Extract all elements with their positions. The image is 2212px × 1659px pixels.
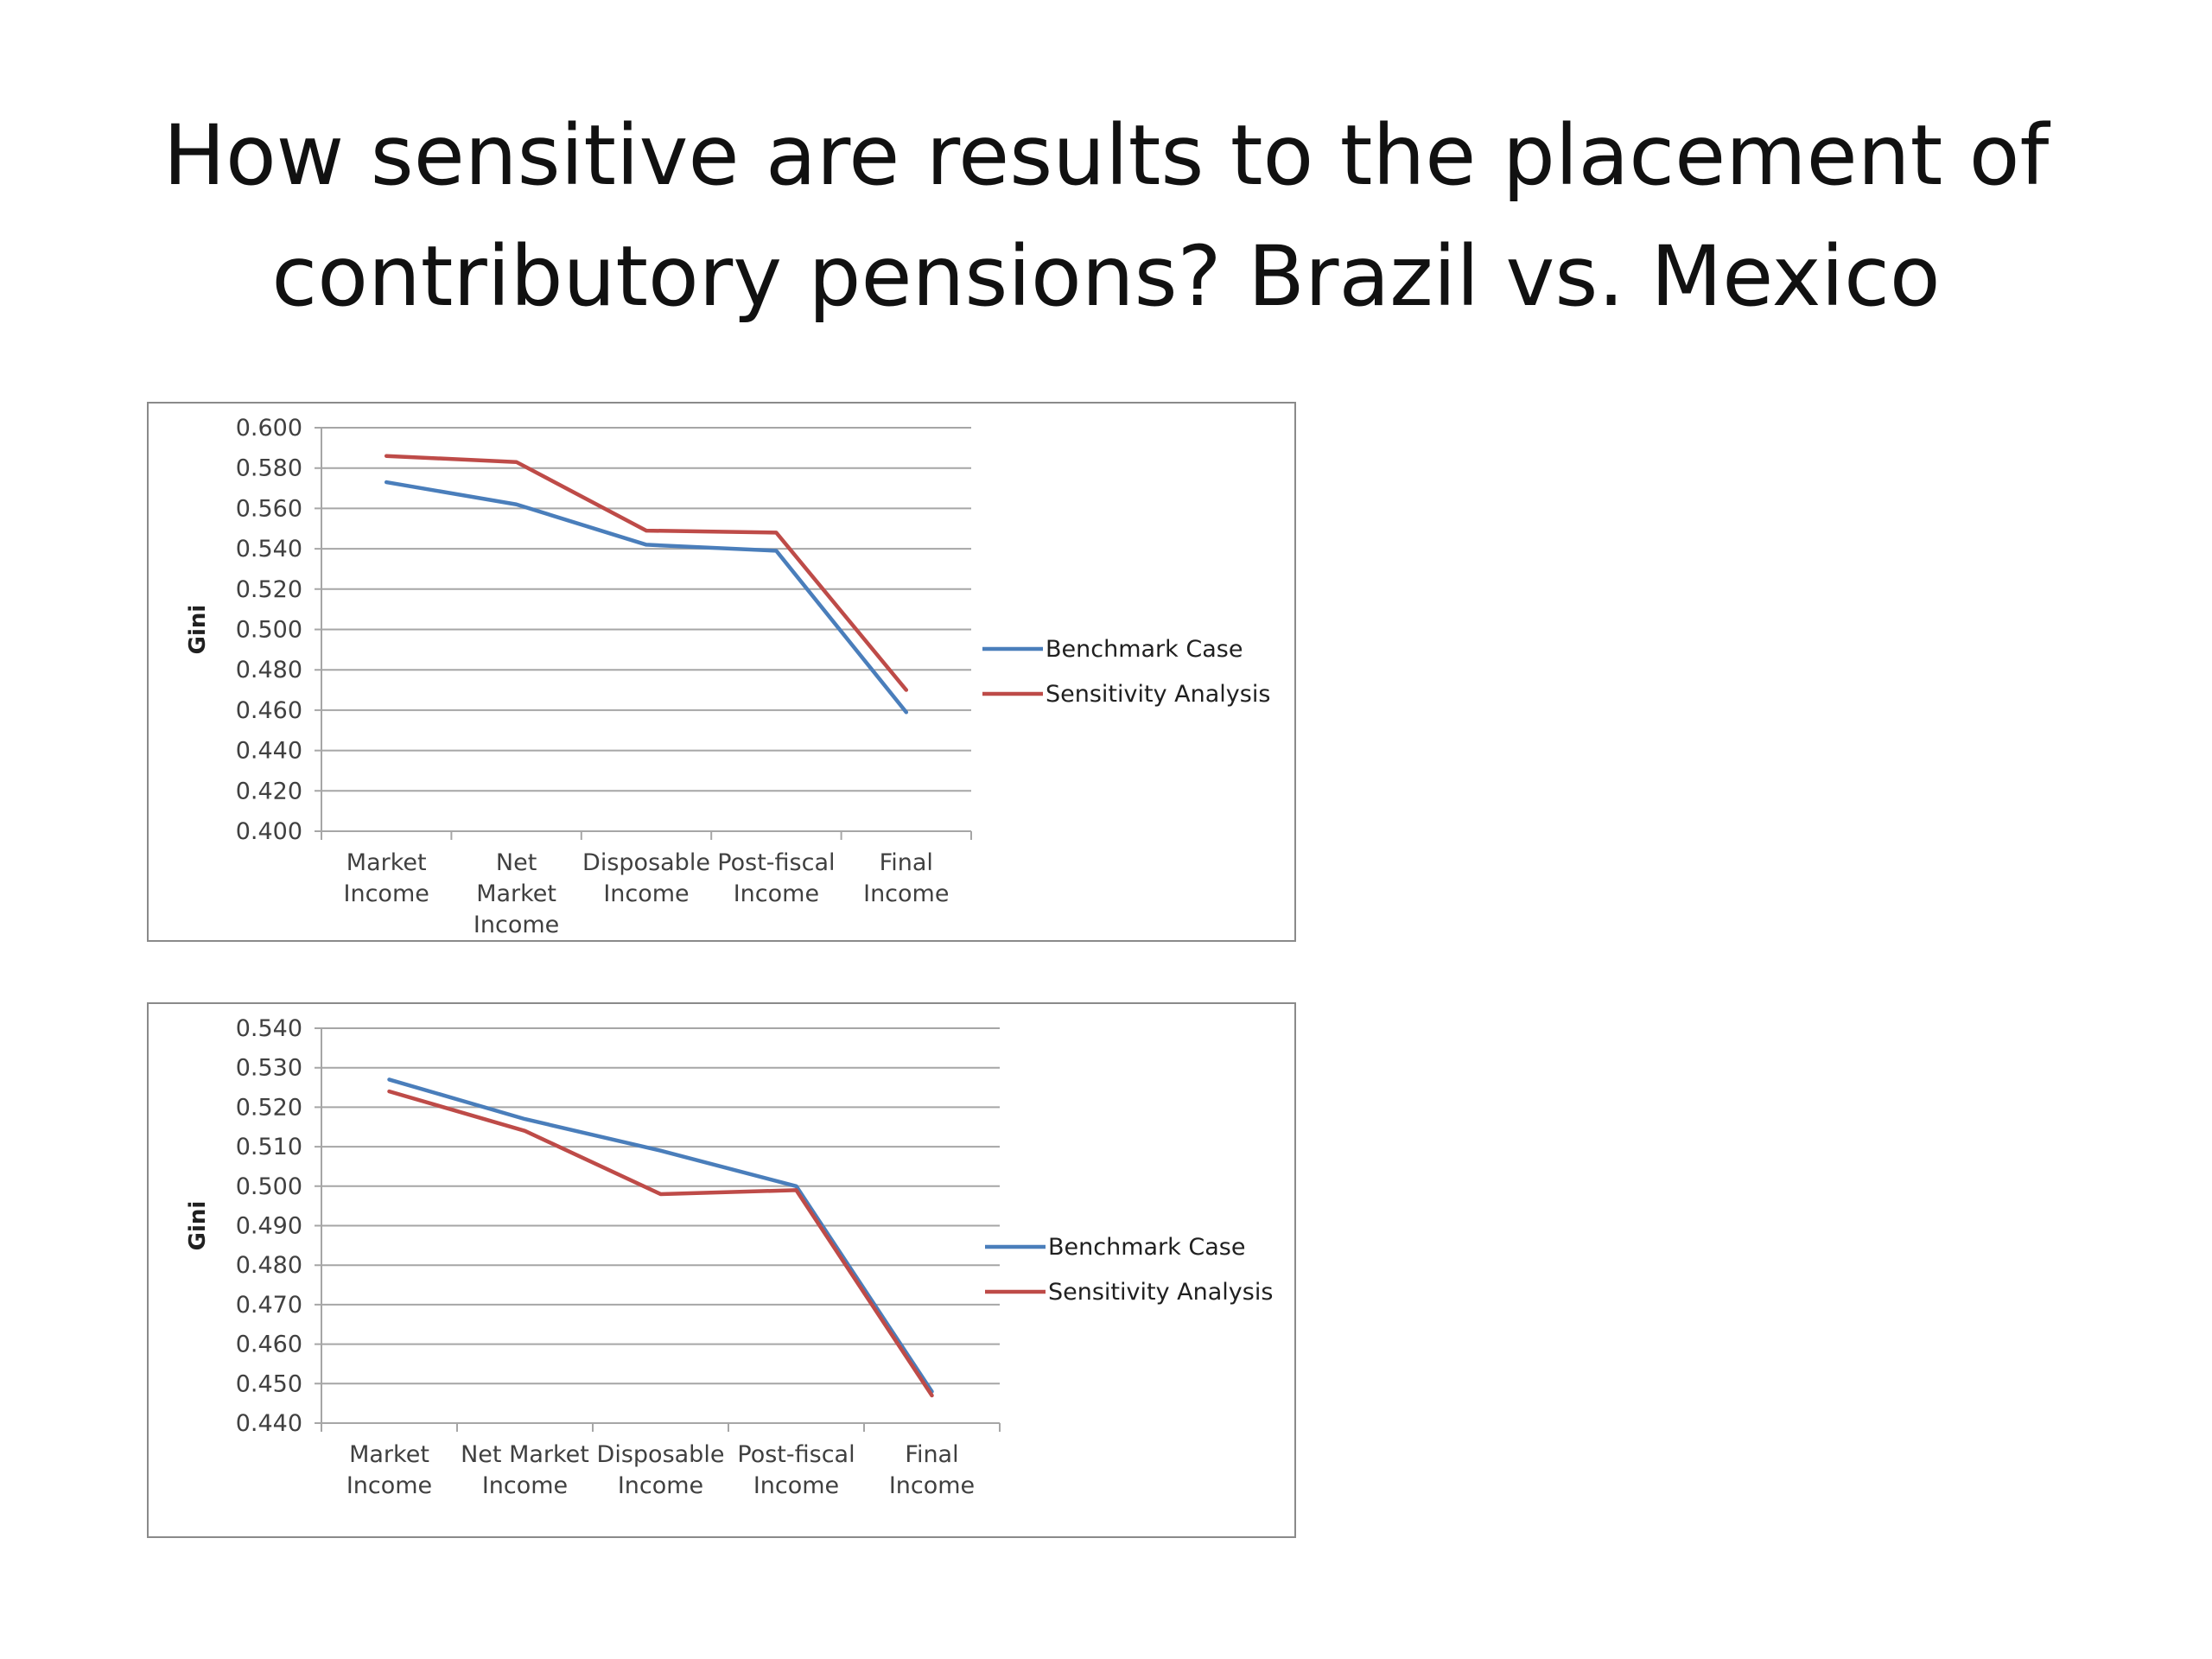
y-tick-label: 0.440: [236, 1410, 302, 1437]
x-tick-label: Market Income: [344, 849, 429, 907]
x-tick-label: Final Income: [889, 1441, 975, 1499]
y-tick-label: 0.480: [236, 1252, 302, 1279]
series-line-sensitivity: [384, 454, 909, 692]
series-line-sensitivity: [387, 1089, 934, 1398]
y-tick-label: 0.440: [236, 738, 302, 765]
x-tick-label: Post-fiscal Income: [737, 1441, 855, 1499]
y-tick-label: 0.490: [236, 1213, 302, 1240]
y-tick-label: 0.420: [236, 778, 302, 804]
chart-panel-brazil: 0.600 0.580 0.560 0.540 0.520 0.500 0.480 0.460…: [147, 402, 1296, 942]
y-tick-label: 0.520: [236, 576, 302, 603]
slide-title: How sensitive are results to the placeme…: [0, 95, 2212, 337]
y-tick-label: 0.530: [236, 1055, 302, 1082]
legend-label: Sensitivity Analysis: [1046, 681, 1270, 708]
x-tick-label: Disposable Income: [582, 849, 710, 907]
y-tick-label: 0.500: [236, 1173, 302, 1200]
line-chart-brazil: 0.600 0.580 0.560 0.540 0.520 0.500 0.480 0.460…: [185, 415, 1270, 938]
x-tick-label: Disposable Income: [597, 1441, 725, 1499]
y-tick-label: 0.510: [236, 1134, 302, 1160]
y-tick-label: 0.460: [236, 697, 302, 724]
legend-label: Benchmark Case: [1048, 1234, 1245, 1261]
y-tick-label: 0.560: [236, 495, 302, 522]
slide-title-line-1: How sensitive are results to the placeme…: [162, 107, 2050, 204]
y-axis-title: Gini: [185, 605, 211, 655]
x-tick-label: Final Income: [863, 849, 949, 907]
x-tick-label: Net Market Income: [461, 1441, 589, 1499]
legend-label: Benchmark Case: [1046, 636, 1243, 663]
x-tick-label: Post-fiscal Income: [717, 849, 835, 907]
x-tick-label: Net Market Income: [474, 849, 559, 938]
x-tick-label: Market Income: [346, 1441, 432, 1499]
y-tick-label: 0.580: [236, 455, 302, 482]
legend-label: Sensitivity Analysis: [1048, 1279, 1273, 1306]
y-tick-label: 0.520: [236, 1094, 302, 1121]
y-tick-label: 0.400: [236, 818, 302, 845]
y-tick-label: 0.470: [236, 1292, 302, 1319]
y-tick-label: 0.540: [236, 1015, 302, 1042]
y-tick-label: 0.450: [236, 1370, 302, 1397]
line-chart-mexico: 0.540 0.530 0.520 0.510 0.500 0.490 0.480 0.470…: [185, 1015, 1273, 1499]
y-tick-label: 0.500: [236, 617, 302, 644]
y-tick-label: 0.460: [236, 1332, 302, 1358]
chart-panel-mexico: 0.540 0.530 0.520 0.510 0.500 0.490 0.480 0.470…: [147, 1002, 1296, 1538]
y-tick-label: 0.600: [236, 415, 302, 442]
slide-title-line-2: contributory pensions? Brazil vs. Mexico: [271, 228, 1941, 325]
y-tick-label: 0.480: [236, 657, 302, 683]
y-tick-label: 0.540: [236, 536, 302, 563]
y-axis-title: Gini: [185, 1201, 211, 1251]
